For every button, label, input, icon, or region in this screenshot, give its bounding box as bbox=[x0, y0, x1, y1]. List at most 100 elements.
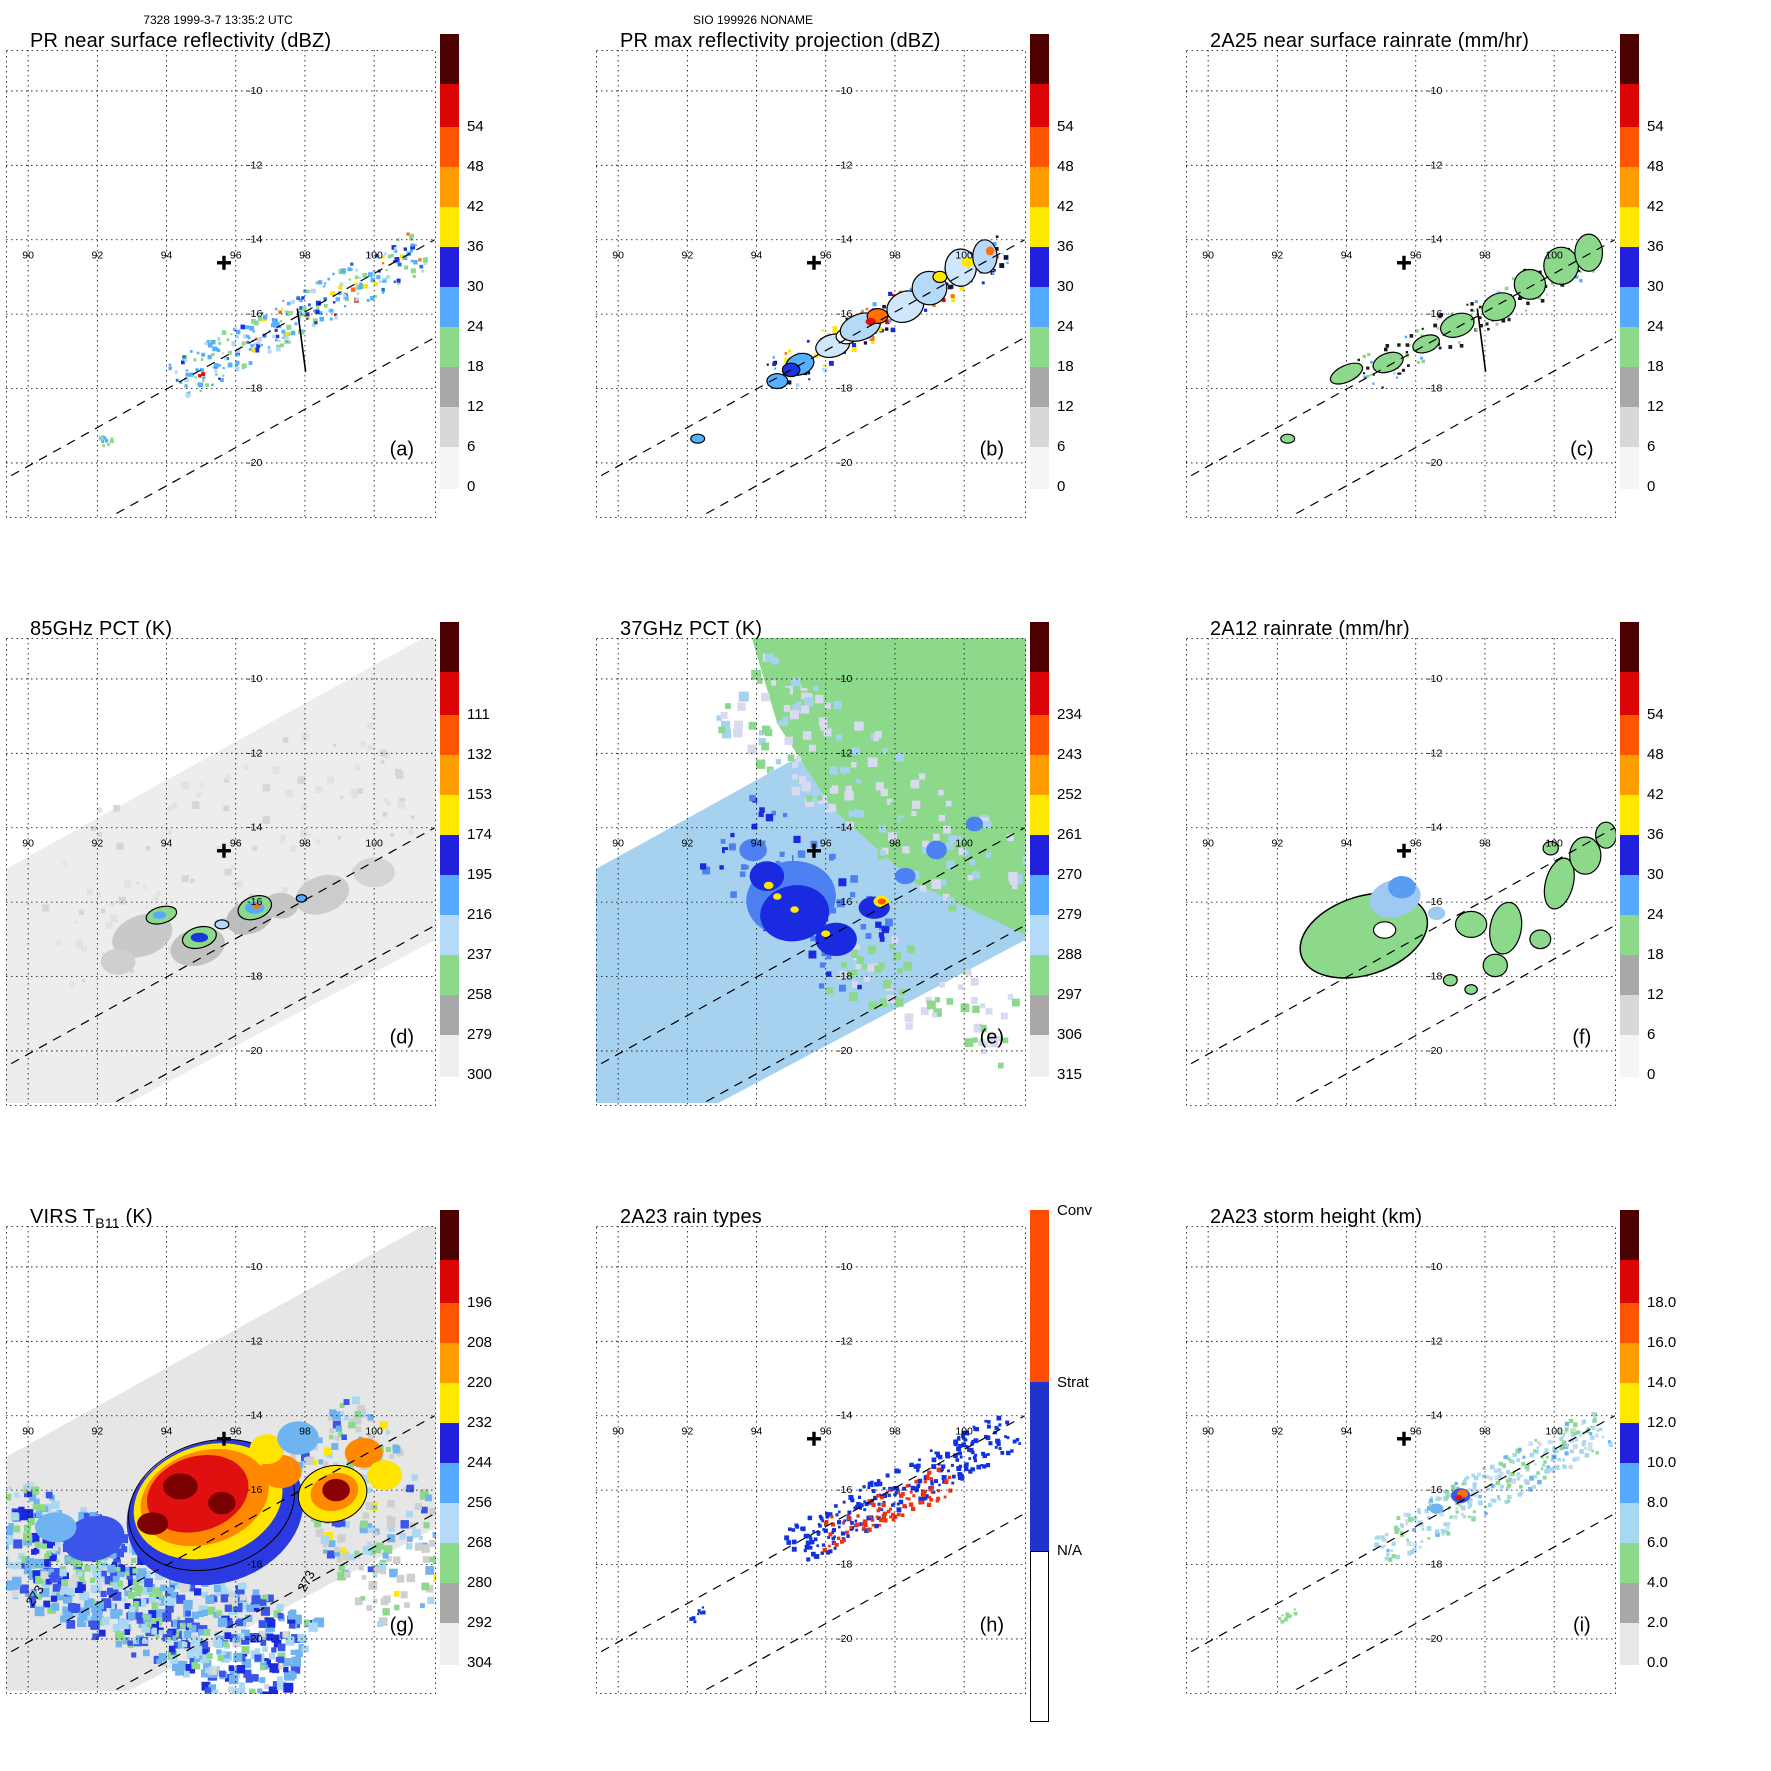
plus-marker bbox=[1396, 1431, 1411, 1446]
colorbar-band bbox=[440, 1303, 459, 1343]
panel-a: PR near surface reflectivity (dBZ) 90 92 9… bbox=[4, 24, 590, 610]
panel-title: 2A25 near surface rainrate (mm/hr) bbox=[1210, 30, 1529, 53]
panel-letter: (b) bbox=[980, 438, 1004, 460]
map-label: 98 bbox=[1479, 1425, 1491, 1437]
speckle-cluster bbox=[784, 1415, 1021, 1562]
map-label: 100 bbox=[365, 1425, 383, 1437]
colorbar-tick-label: 234 bbox=[1057, 706, 1083, 723]
data-blob bbox=[1454, 910, 1488, 938]
colorbar-tick-label: 216 bbox=[467, 906, 493, 923]
colorbar-tick-label: 132 bbox=[467, 746, 493, 763]
data-blob bbox=[163, 1473, 198, 1500]
map-label: 100 bbox=[1545, 249, 1563, 261]
colorbar-band bbox=[440, 875, 459, 915]
colorbar-tick-label: 48 bbox=[1647, 158, 1664, 175]
map-label: -10 bbox=[837, 1261, 852, 1273]
colorbar-band bbox=[440, 327, 459, 367]
colorbar-band bbox=[1620, 367, 1639, 407]
colorbar-tick-label: 0 bbox=[1057, 478, 1066, 495]
colorbar-tick-label: 6 bbox=[1057, 438, 1066, 455]
colorbar-tick-label: 36 bbox=[1647, 826, 1664, 843]
colorbar-band bbox=[440, 1463, 459, 1503]
data-blob bbox=[1412, 334, 1440, 354]
map-label: -18 bbox=[1427, 971, 1442, 983]
colorbar-band bbox=[1030, 1382, 1049, 1551]
data-blob bbox=[749, 861, 785, 891]
map-label: -18 bbox=[247, 971, 262, 983]
map-label: -12 bbox=[247, 1335, 262, 1347]
colorbar: 54 48 42 36 30 24 18 12 6 0 bbox=[1620, 34, 1750, 495]
map-label: -20 bbox=[247, 1045, 262, 1057]
colorbar-tick-label: 42 bbox=[467, 198, 484, 215]
map-label: -16 bbox=[837, 308, 852, 320]
swath-dashes bbox=[1186, 1415, 1615, 1691]
colorbar-tick-label: 0 bbox=[467, 478, 476, 495]
map-label: -10 bbox=[247, 673, 262, 685]
axis-labels: 90 92 94 96 98 100 -10 -12 -14 -16 -18 -20 bbox=[612, 85, 973, 469]
colorbar-band bbox=[1620, 715, 1639, 755]
axis-labels: 90 92 94 96 98 100 -10 -12 -14 -16 -18 -20 bbox=[1202, 85, 1563, 469]
map-label: 100 bbox=[955, 249, 973, 261]
speckle-cluster bbox=[716, 653, 1026, 918]
colorbar-band bbox=[1030, 1210, 1049, 1382]
colorbar-tick-label: 208 bbox=[467, 1334, 493, 1351]
colorbar-band bbox=[1030, 672, 1049, 715]
data-blob bbox=[1482, 953, 1508, 978]
colorbar-tick-label: 6 bbox=[467, 438, 476, 455]
data-blob bbox=[961, 256, 974, 268]
map-label: 96 bbox=[1410, 1425, 1422, 1437]
colorbar-tick-label: 18 bbox=[467, 358, 484, 375]
colorbar-scale bbox=[440, 34, 459, 489]
map-label: 100 bbox=[955, 1425, 973, 1437]
speckle-cluster bbox=[689, 1606, 706, 1624]
colorbar: 234 243 252 261 270 279 288 297 306 315 bbox=[1030, 622, 1160, 1083]
map-label: (h) bbox=[980, 1614, 1004, 1636]
colorbar-band bbox=[1030, 447, 1049, 489]
data-blob bbox=[353, 857, 395, 888]
map-label: 100 bbox=[1545, 1425, 1563, 1437]
colorbar-scale bbox=[1620, 34, 1639, 489]
colorbar-band bbox=[1030, 127, 1049, 167]
colorbar-band bbox=[440, 715, 459, 755]
data-blob bbox=[1280, 433, 1296, 444]
colorbar-tick-label: 42 bbox=[1057, 198, 1074, 215]
data-blob bbox=[773, 893, 782, 900]
data-blob bbox=[252, 902, 261, 909]
data-blob bbox=[877, 898, 886, 905]
colorbar-tick-label: 268 bbox=[467, 1534, 493, 1551]
colorbar-tick-label: 232 bbox=[467, 1414, 493, 1431]
data-blob bbox=[865, 317, 876, 326]
colorbar-scale bbox=[1030, 34, 1049, 489]
swath-dashes bbox=[1186, 239, 1615, 515]
colorbar-tick-label: 111 bbox=[467, 706, 490, 723]
colorbar-band bbox=[1030, 34, 1049, 84]
colorbar-band bbox=[1620, 1383, 1639, 1423]
data-blob bbox=[763, 881, 774, 890]
map-label: 100 bbox=[365, 249, 383, 261]
map-canvas: 90 92 94 96 98 100 -10 -12 -14 -16 -18 -20 (f) bbox=[1186, 638, 1616, 1106]
colorbar-tick-label: 297 bbox=[1057, 986, 1083, 1003]
data-blob bbox=[214, 919, 230, 930]
colorbar-tick-label: 0 bbox=[1647, 1066, 1656, 1083]
plus-marker bbox=[216, 255, 231, 270]
map-label: -12 bbox=[247, 159, 262, 171]
map-label: 92 bbox=[1272, 837, 1284, 849]
map-label: -12 bbox=[1427, 747, 1442, 759]
data-blobs bbox=[739, 816, 984, 956]
map-canvas: 90 92 94 96 98 100 -10 -12 -14 -16 -18 -20 (b) bbox=[596, 50, 1026, 518]
colorbar: Conv Strat N/A bbox=[1030, 1202, 1160, 1722]
axis-labels: 90 92 94 96 98 100 -10 -12 -14 -16 -18 -20 bbox=[612, 673, 973, 1057]
map-label: -18 bbox=[837, 1559, 852, 1571]
axis-labels: 90 92 94 96 98 100 -10 -12 -14 -16 -18 -20 bbox=[22, 673, 383, 1057]
map-label: 90 bbox=[612, 1425, 624, 1437]
map-label: 98 bbox=[889, 837, 901, 849]
colorbar-band bbox=[1620, 622, 1639, 672]
colorbar-band bbox=[1620, 1035, 1639, 1077]
map-label: -10 bbox=[837, 673, 852, 685]
colorbar-tick-label: 195 bbox=[467, 866, 493, 883]
map-label: 90 bbox=[22, 249, 34, 261]
colorbar: 111 132 153 174 195 216 237 258 279 300 bbox=[440, 622, 570, 1083]
map-label: -18 bbox=[247, 1559, 262, 1571]
